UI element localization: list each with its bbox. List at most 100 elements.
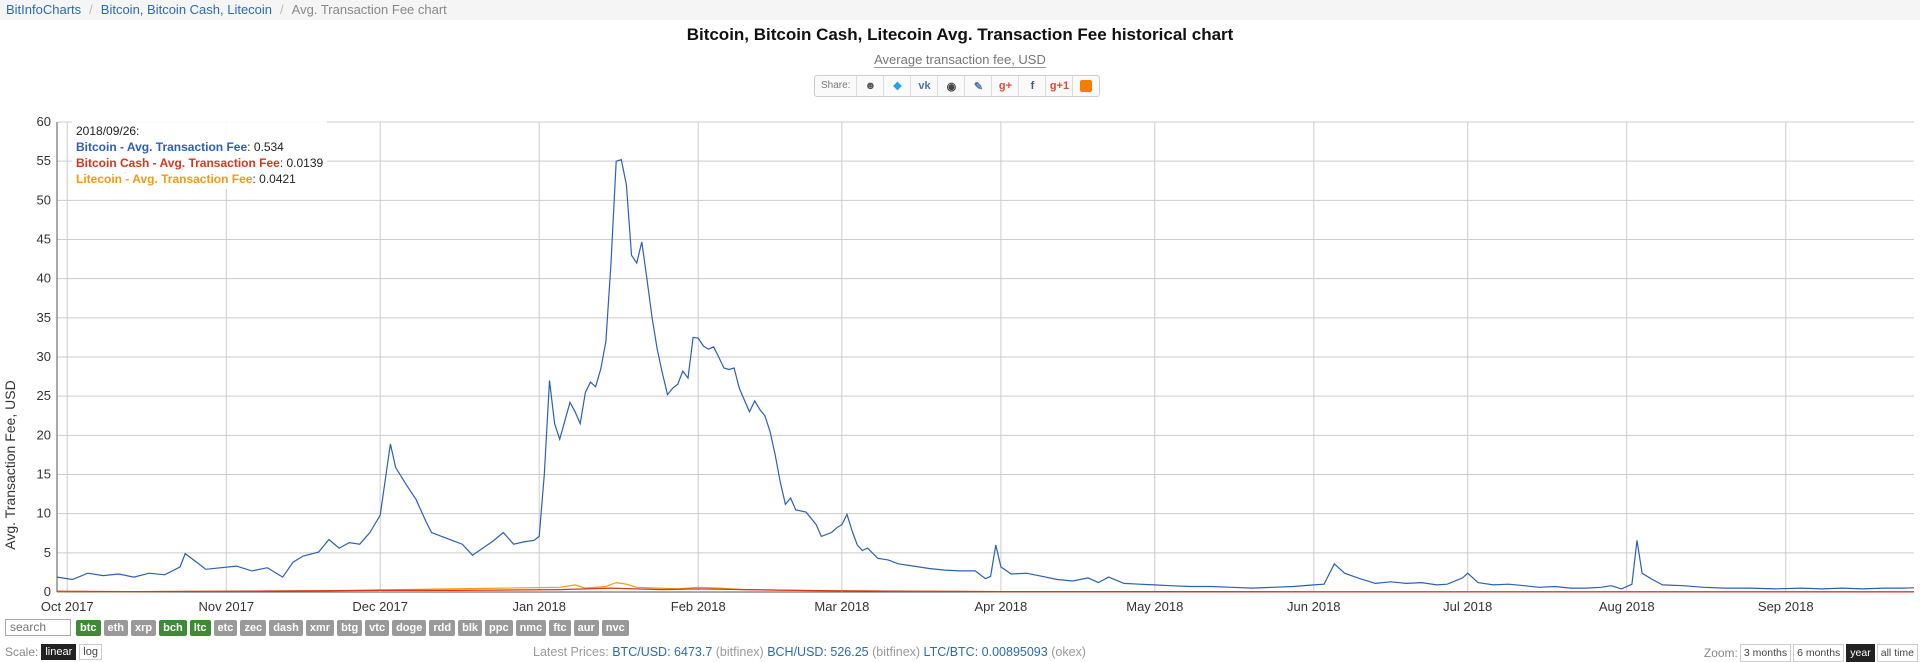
price-source: (okex) — [1051, 645, 1086, 659]
zoom-all-time-button[interactable]: all time — [1876, 644, 1918, 662]
x-tick-label: Aug 2018 — [1599, 599, 1655, 614]
share-bar: Share: ☻ ❖ vk ◉ ✎ g+ f g+1 — [814, 75, 1101, 97]
y-tick-label: 30 — [37, 349, 51, 364]
price-value[interactable]: 0.00895093 — [981, 645, 1048, 659]
price-source: (bitfinex) — [715, 645, 764, 659]
breadcrumb-current: Avg. Transaction Fee chart — [291, 2, 447, 17]
zoom-selector: Zoom: 3 months 6 months year all time — [1704, 644, 1918, 662]
zoom-label: Zoom: — [1703, 646, 1738, 660]
prices-label: Latest Prices: — [533, 645, 609, 659]
chart-grid — [56, 121, 1914, 593]
legend-item-value: 0.0139 — [286, 156, 324, 170]
x-tick-label: Feb 2018 — [671, 599, 726, 614]
legend-item-label: Bitcoin Cash - Avg. Transaction Fee — [76, 156, 280, 170]
coin-button-dash[interactable]: dash — [269, 619, 303, 636]
y-tick-label: 25 — [37, 388, 51, 403]
coin-button-zec[interactable]: zec — [240, 619, 267, 636]
blogger-icon[interactable] — [1073, 76, 1099, 96]
zoom-year-button[interactable]: year — [1846, 644, 1875, 662]
coin-button-btg[interactable]: btg — [337, 619, 363, 636]
scale-linear-button[interactable]: linear — [41, 644, 77, 660]
chart-subtitle: Average transaction fee, USD — [0, 52, 1920, 68]
zoom-3-months-button[interactable]: 3 months — [1739, 644, 1792, 662]
breadcrumb-section-link[interactable]: Bitcoin, Bitcoin Cash, Litecoin — [100, 2, 273, 17]
x-tick-label: Jan 2018 — [512, 599, 566, 614]
y-tick-label: 40 — [37, 271, 51, 286]
coin-buttons: btc eth xrp bch ltc etc zec dash xmr btg vtc doge rd… — [76, 619, 629, 636]
x-tick-label: Mar 2018 — [814, 599, 869, 614]
weibo-icon[interactable]: ◉ — [938, 76, 966, 96]
y-tick-label: 35 — [37, 310, 51, 325]
legend-item-litecoin: Litecoin - Avg. Transaction Fee: 0.0421 — [76, 172, 296, 186]
scale-log-button[interactable]: log — [79, 644, 102, 660]
coin-button-eth[interactable]: eth — [103, 619, 128, 636]
coin-button-etc[interactable]: etc — [213, 619, 238, 636]
chart-legend: 2018/09/26: Bitcoin - Avg. Transaction F… — [72, 121, 328, 189]
y-tick-label: 10 — [37, 506, 51, 521]
zoom-6-months-button[interactable]: 6 months — [1793, 644, 1845, 662]
coin-button-rdd[interactable]: rdd — [429, 619, 456, 636]
x-tick-label: Oct 2017 — [41, 599, 94, 614]
scale-label: Scale: — [5, 645, 39, 659]
like-icon[interactable]: ✎ — [965, 76, 993, 96]
y-axis-ticks: 0 5 10 15 20 25 30 35 40 45 50 55 60 — [37, 114, 51, 599]
breadcrumb-separator: / — [280, 2, 284, 17]
legend-item-label: Bitcoin - Avg. Transaction Fee — [76, 140, 248, 154]
price-pair[interactable]: BTC/USD: — [612, 645, 671, 659]
y-tick-label: 45 — [37, 232, 51, 247]
y-tick-label: 60 — [37, 114, 51, 129]
y-tick-label: 50 — [37, 192, 51, 207]
price-source: (bitfinex) — [872, 645, 921, 659]
coin-button-ppc[interactable]: ppc — [485, 619, 513, 636]
coin-button-vtc[interactable]: vtc — [365, 619, 390, 636]
google-plus-one-icon[interactable]: g+1 — [1046, 76, 1074, 96]
twitter-icon[interactable]: ❖ — [884, 76, 912, 96]
price-pair[interactable]: LTC/BTC: — [923, 645, 979, 659]
price-value[interactable]: 526.25 — [830, 645, 869, 659]
coin-button-xrp[interactable]: xrp — [131, 619, 157, 636]
legend-item-value: 0.534 — [253, 140, 284, 154]
legend-item-bitcoin-cash: Bitcoin Cash - Avg. Transaction Fee: 0.0… — [76, 156, 324, 170]
coin-button-doge[interactable]: doge — [392, 619, 427, 636]
price-value[interactable]: 6473.7 — [674, 645, 713, 659]
y-tick-label: 55 — [37, 153, 51, 168]
breadcrumb-separator: / — [89, 2, 93, 17]
y-tick-label: 15 — [37, 467, 51, 482]
y-tick-label: 0 — [44, 584, 51, 599]
x-tick-label: Jul 2018 — [1443, 599, 1492, 614]
coin-button-ftc[interactable]: ftc — [549, 619, 571, 636]
facebook-icon[interactable]: f — [1019, 76, 1047, 96]
series-line-0[interactable] — [56, 158, 1915, 590]
reddit-icon[interactable]: ☻ — [857, 76, 885, 96]
coin-button-blk[interactable]: blk — [458, 619, 482, 636]
google-plus-icon[interactable]: g+ — [992, 76, 1020, 96]
x-tick-label: Dec 2017 — [352, 599, 408, 614]
coin-button-nmc[interactable]: nmc — [515, 619, 547, 636]
scale-selector: Scale: linear log — [5, 644, 102, 660]
chart-series — [56, 158, 1915, 593]
x-tick-label: May 2018 — [1126, 599, 1183, 614]
y-tick-label: 5 — [44, 545, 51, 560]
x-tick-label: Sep 2018 — [1758, 599, 1814, 614]
price-pair[interactable]: BCH/USD: — [767, 645, 827, 659]
legend-item-value: 0.0421 — [259, 172, 296, 186]
coin-button-ltc[interactable]: ltc — [189, 619, 211, 636]
legend-date: 2018/09/26: — [76, 124, 140, 138]
chart-title: Bitcoin, Bitcoin Cash, Litecoin Avg. Tra… — [686, 25, 1234, 44]
chart-subtitle-text[interactable]: Average transaction fee, USD — [874, 52, 1046, 68]
coin-button-aur[interactable]: aur — [573, 619, 599, 636]
fee-chart[interactable]: 0 5 10 15 20 25 30 35 40 45 50 55 60 Oct 2017 Nov 201… — [0, 110, 1920, 620]
coin-selector: btcethxrpbchltcetczecdashxmrbtgvtcdogerd… — [5, 619, 629, 636]
vk-icon[interactable]: vk — [911, 76, 939, 96]
coin-button-btc[interactable]: btc — [76, 619, 101, 636]
x-tick-label: Jun 2018 — [1287, 599, 1341, 614]
coin-button-nvc[interactable]: nvc — [601, 619, 629, 636]
breadcrumb: BitInfoCharts / Bitcoin, Bitcoin Cash, Lit… — [0, 0, 1920, 20]
coin-button-xmr[interactable]: xmr — [305, 619, 335, 636]
x-tick-label: Apr 2018 — [975, 599, 1028, 614]
series-line-1[interactable] — [56, 587, 1915, 593]
y-axis-label: Avg. Transaction Fee, USD — [2, 380, 18, 549]
breadcrumb-home-link[interactable]: BitInfoCharts — [6, 2, 82, 17]
coin-button-bch[interactable]: bch — [159, 619, 187, 636]
search-input[interactable] — [5, 619, 71, 636]
